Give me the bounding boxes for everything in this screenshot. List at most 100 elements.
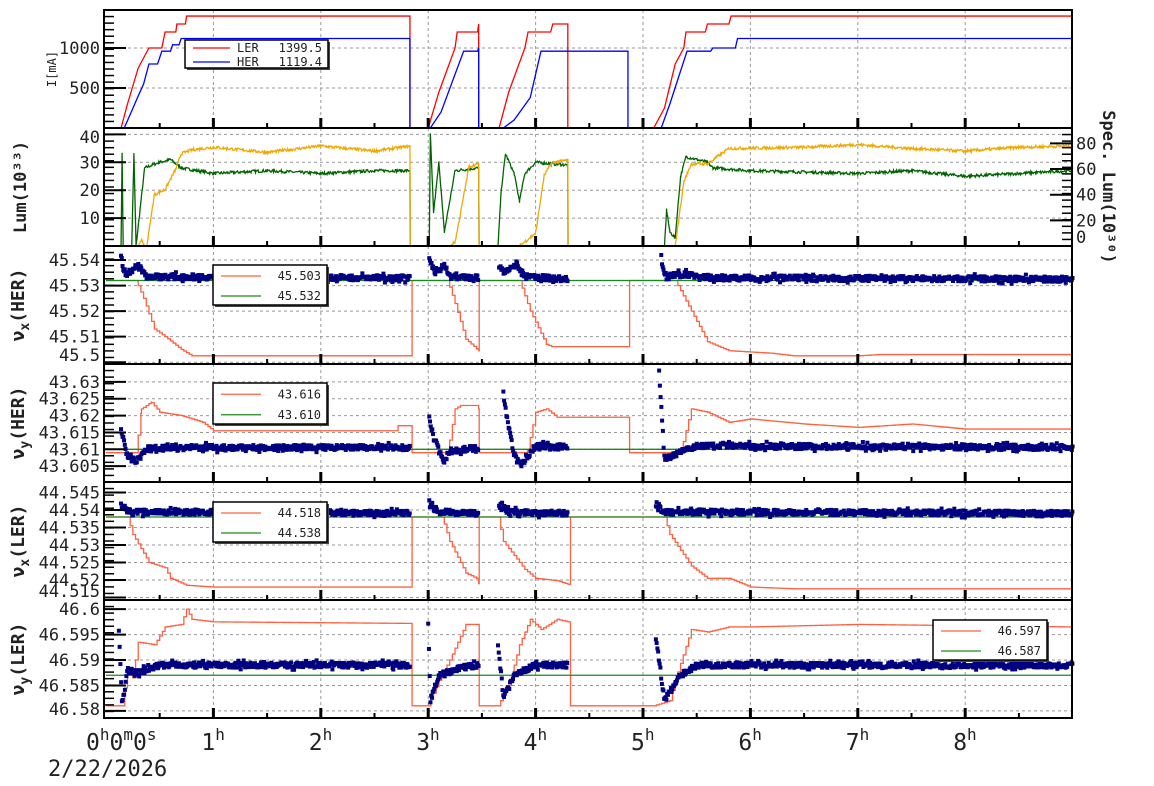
scatter-point <box>260 665 265 670</box>
scatter-point <box>666 508 671 513</box>
scatter-point <box>270 446 275 451</box>
scatter-point <box>933 664 938 669</box>
scatter-point <box>500 267 505 272</box>
scatter-point <box>1050 275 1055 280</box>
scatter-point <box>360 667 365 672</box>
scatter-point <box>241 658 246 663</box>
scatter-point <box>440 454 445 459</box>
scatter-point <box>374 508 379 513</box>
legend-label: HER <box>237 55 259 69</box>
scatter-point <box>780 662 785 667</box>
scatter-point <box>864 508 869 513</box>
scatter-point <box>328 662 333 667</box>
scatter-point <box>1001 511 1006 516</box>
scatter-point <box>832 661 837 666</box>
scatter-point <box>258 660 263 665</box>
scatter-point <box>1059 274 1064 279</box>
scatter-point <box>890 274 895 279</box>
scatter-point <box>763 448 768 453</box>
scatter-point <box>520 268 525 273</box>
scatter-point <box>771 664 776 669</box>
scatter-point <box>882 443 887 448</box>
scatter-point <box>1065 664 1070 669</box>
y-axis-title-symbol: ν <box>8 566 29 577</box>
scatter-point <box>708 278 713 283</box>
scatter-point <box>182 511 187 516</box>
scatter-point <box>955 274 960 279</box>
scatter-point <box>706 514 711 519</box>
scatter-point <box>868 660 873 665</box>
scatter-point <box>793 661 798 666</box>
scatter-point <box>917 441 922 446</box>
scatter-point <box>523 458 528 463</box>
scatter-point <box>856 273 861 278</box>
scatter-point <box>778 446 783 451</box>
scatter-point <box>371 510 376 515</box>
scatter-point <box>235 447 240 452</box>
scatter-point <box>812 449 817 454</box>
scatter-point <box>767 445 772 450</box>
scatter-point <box>920 274 925 279</box>
scatter-point <box>1055 279 1060 284</box>
scatter-point <box>191 509 196 514</box>
scatter-point <box>995 278 1000 283</box>
scatter-point <box>808 660 813 665</box>
scatter-point <box>434 266 439 271</box>
scatter-point <box>439 266 444 271</box>
scatter-point <box>343 513 348 518</box>
scatter-point <box>973 665 978 670</box>
scatter-point <box>859 508 864 513</box>
scatter-point <box>674 681 679 686</box>
scatter-point <box>547 443 552 448</box>
scatter-point <box>262 448 267 453</box>
scatter-point <box>1032 510 1037 515</box>
scatter-point <box>963 442 968 447</box>
scatter-point <box>164 447 169 452</box>
scatter-point <box>698 512 703 517</box>
scatter-point <box>434 440 439 445</box>
scatter-point <box>454 669 459 674</box>
x-tick-number: 2 <box>309 730 323 756</box>
scatter-point <box>841 666 846 671</box>
x-tick-unit: h <box>645 725 655 744</box>
scatter-point <box>428 258 433 263</box>
scatter-point <box>542 509 547 514</box>
scatter-point <box>1039 510 1044 515</box>
scatter-point <box>1014 444 1019 449</box>
y-tick-label: 44.535 <box>39 519 100 539</box>
scatter-point <box>136 261 141 266</box>
scatter-point <box>458 452 463 457</box>
scatter-point <box>402 509 407 514</box>
scatter-point <box>912 662 917 667</box>
scatter-point <box>533 277 538 282</box>
scatter-point <box>752 276 757 281</box>
scatter-point <box>928 445 933 450</box>
x-tick-label: 7h <box>846 725 870 756</box>
scatter-point <box>655 646 660 651</box>
scatter-point <box>899 508 904 513</box>
scatter-point <box>1012 446 1017 451</box>
scatter-point <box>1041 279 1046 284</box>
scatter-point <box>1010 445 1015 450</box>
scatter-point <box>514 454 519 459</box>
scatter-point <box>122 692 127 697</box>
scatter-point <box>1038 277 1043 282</box>
scatter-point <box>1029 447 1034 452</box>
scatter-point <box>173 273 178 278</box>
scatter-point <box>131 513 136 518</box>
scatter-point <box>904 512 909 517</box>
scatter-point <box>172 277 177 282</box>
scatter-point <box>1029 660 1034 665</box>
scatter-point <box>437 509 442 514</box>
scatter-point <box>919 278 924 283</box>
scatter-point <box>796 278 801 283</box>
scatter-point <box>1011 278 1016 283</box>
scatter-point <box>759 665 764 670</box>
scatter-point <box>1005 440 1010 445</box>
scatter-point <box>831 664 836 669</box>
scatter-point <box>129 510 134 515</box>
scatter-point <box>768 514 773 519</box>
scatter-point <box>432 686 437 691</box>
scatter-point <box>217 661 222 666</box>
